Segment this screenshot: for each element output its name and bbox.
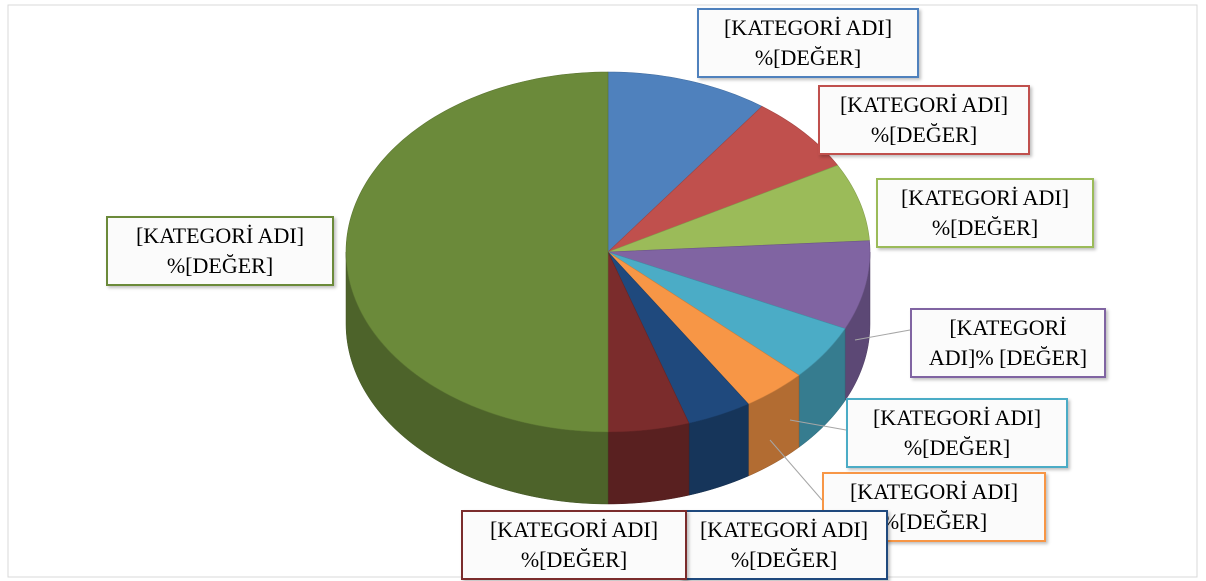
- category-name: [KATEGORİ ADI]: [928, 315, 1067, 370]
- value-label: %[DEĞER]: [520, 547, 628, 572]
- slice: [607, 251, 800, 405]
- leader-line: [769, 439, 823, 501]
- data-label: [KATEGORİ ADI] %[DEĞER]: [846, 398, 1068, 468]
- value-label: % [DEĞER]: [975, 345, 1088, 370]
- category-name: [KATEGORİ ADI]: [900, 185, 1070, 210]
- value-label: %[DEĞER]: [880, 509, 988, 534]
- slice: [607, 71, 763, 253]
- value-label: %[DEĞER]: [931, 215, 1039, 240]
- slice: [607, 106, 839, 253]
- category-name: [KATEGORİ ADI]: [839, 92, 1009, 117]
- slice: [607, 251, 690, 433]
- slice: [607, 251, 749, 424]
- category-name: [KATEGORİ ADI]: [849, 479, 1019, 504]
- value-label: %[DEĞER]: [754, 45, 862, 70]
- value-label: %[DEĞER]: [903, 435, 1011, 460]
- category-name: [KATEGORİ ADI]: [723, 15, 893, 40]
- value-label: %[DEĞER]: [166, 253, 274, 278]
- data-label: [KATEGORİ ADI] %[DEĞER]: [876, 178, 1094, 248]
- data-label: [KATEGORİ ADI] %[DEĞER]: [697, 8, 919, 78]
- value-label: %[DEĞER]: [870, 122, 978, 147]
- category-name: [KATEGORİ ADI]: [872, 405, 1042, 430]
- category-name: [KATEGORİ ADI]: [699, 517, 869, 542]
- slice-side: [607, 422, 690, 505]
- data-label: [KATEGORİ ADI] %[DEĞER]: [680, 510, 888, 580]
- slice: [607, 251, 846, 376]
- leader-line: [789, 419, 847, 431]
- category-name: [KATEGORİ ADI]: [489, 517, 659, 542]
- data-label: [KATEGORİ ADI]% [DEĞER]: [910, 308, 1106, 378]
- value-label: %[DEĞER]: [730, 547, 838, 572]
- data-label: [KATEGORİ ADI] %[DEĞER]: [461, 510, 687, 580]
- slice: [607, 164, 870, 253]
- leader-line: [854, 329, 911, 341]
- slice: [607, 240, 871, 329]
- category-name: [KATEGORİ ADI]: [135, 223, 305, 248]
- slice: [345, 71, 609, 433]
- data-label: [KATEGORİ ADI] %[DEĞER]: [818, 85, 1030, 155]
- data-label: [KATEGORİ ADI] %[DEĞER]: [106, 216, 334, 286]
